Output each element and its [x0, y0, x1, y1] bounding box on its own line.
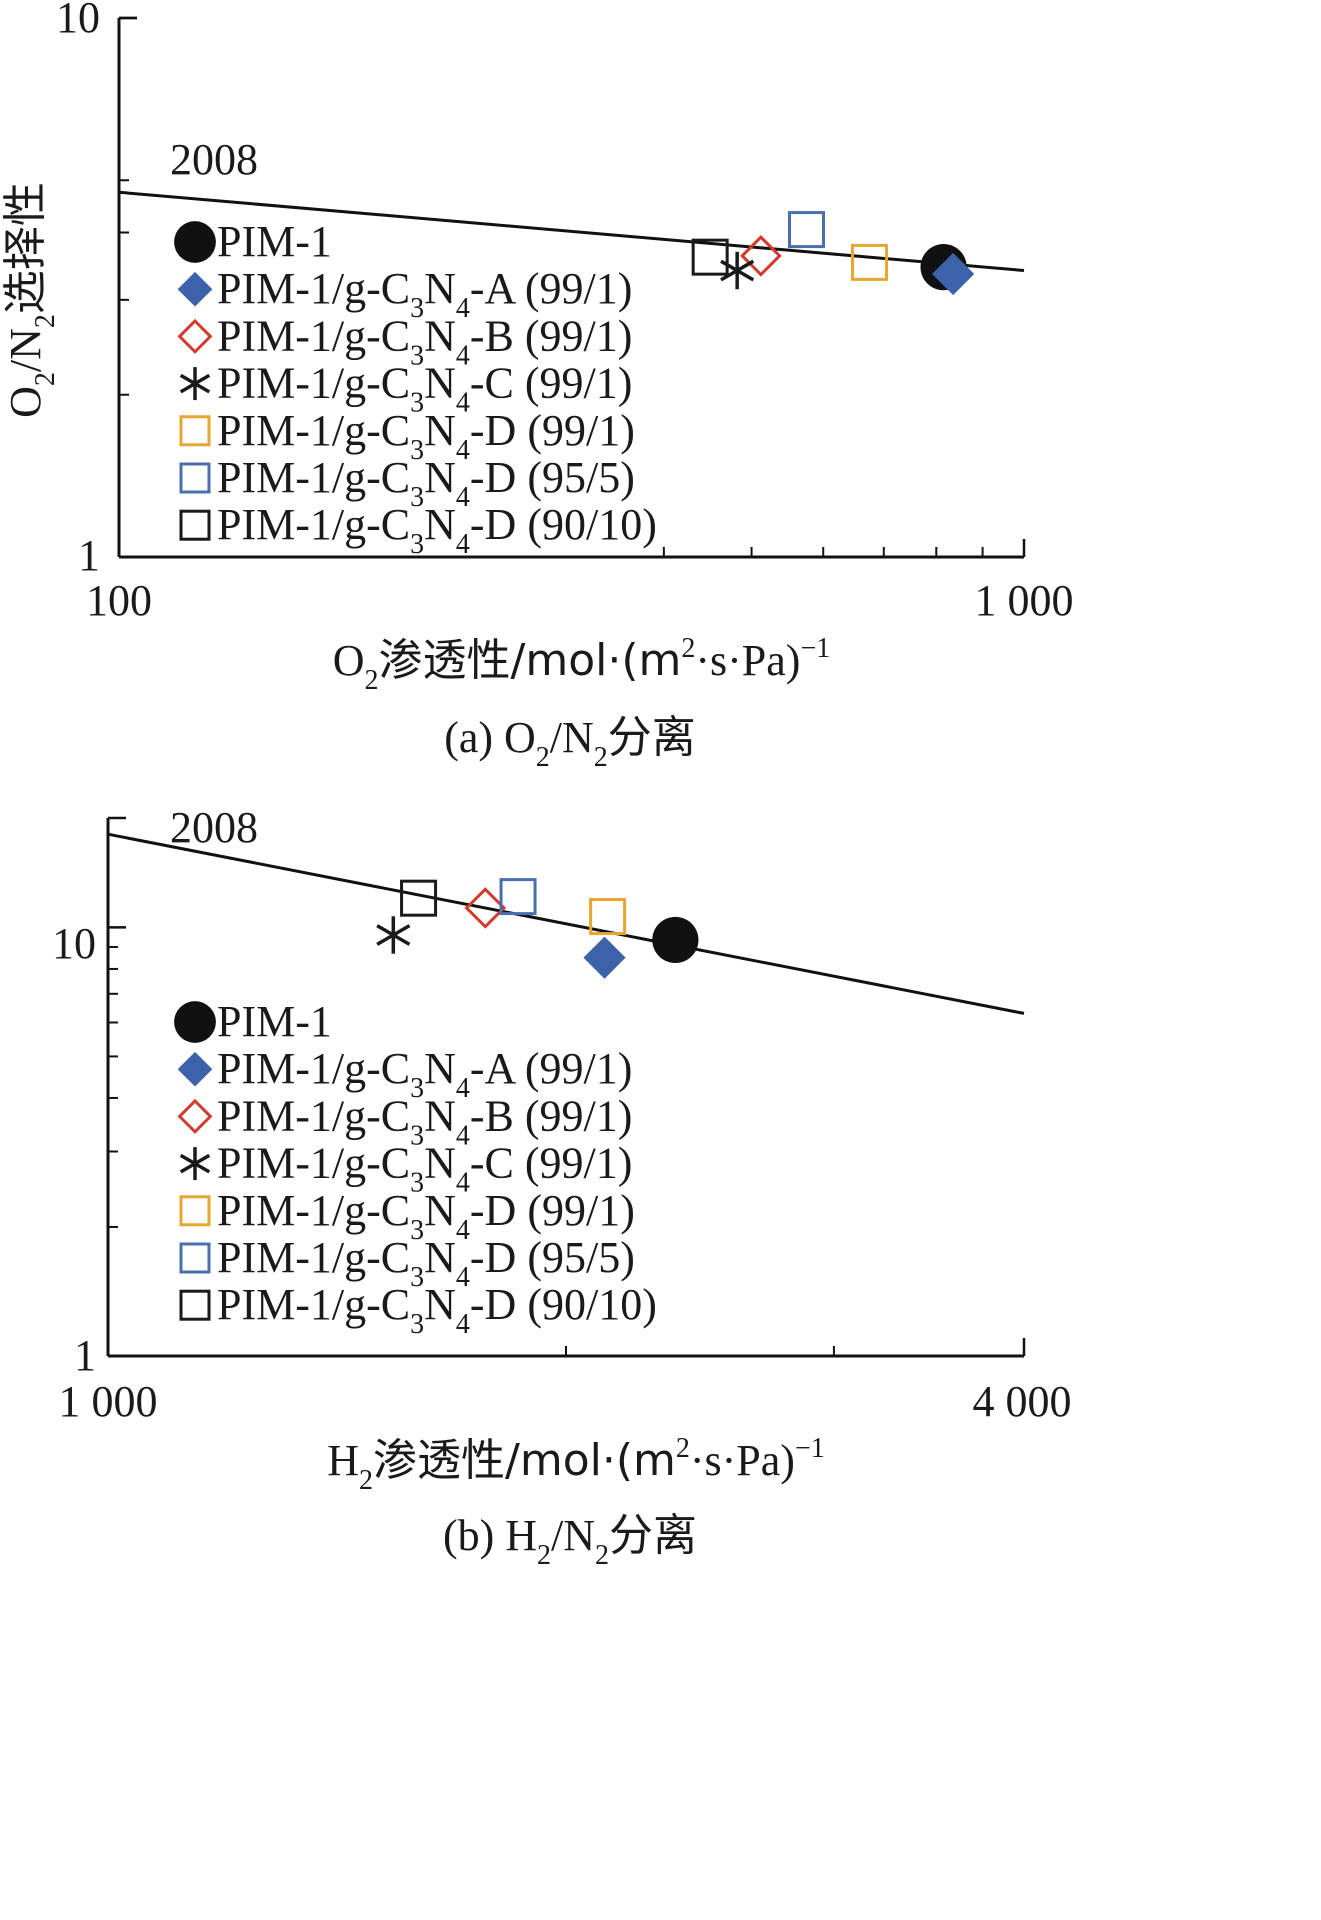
data-point-pim1 — [652, 916, 699, 964]
legend-label-b: PIM-1/g-C3N4-B (99/1) — [217, 1091, 632, 1151]
legend-marker-pim1 — [174, 221, 216, 263]
legend-marker-b — [177, 1098, 213, 1134]
legend-label-pim1: PIM-1 — [217, 997, 332, 1046]
data-point-c — [376, 916, 411, 954]
legend-label-b: PIM-1/g-C3N4-B (99/1) — [217, 311, 632, 371]
data-point-d9010 — [691, 238, 729, 276]
data-point-d991 — [851, 243, 889, 281]
y-tick-label: 1 — [78, 531, 100, 580]
x-tick-label: 1 000 — [975, 576, 1074, 625]
legend-label-d991: PIM-1/g-C3N4-D (99/1) — [217, 1186, 635, 1246]
robeson-upper-bound-line — [107, 832, 1025, 1015]
data-point-d9010 — [400, 879, 438, 917]
legend-marker-d955 — [179, 462, 211, 494]
legend-marker-d955 — [179, 1242, 211, 1274]
y-axis-title: O2/N2选择性 — [0, 182, 61, 418]
data-point-a — [932, 252, 975, 296]
legend-marker-a — [177, 1051, 213, 1087]
legend-marker-c — [179, 1147, 211, 1181]
legend-label-d955: PIM-1/g-C3N4-D (95/5) — [217, 1233, 635, 1293]
upper-bound-year-label: 2008 — [170, 135, 258, 184]
data-point-d955 — [499, 878, 537, 916]
x-tick-label: 4 000 — [973, 1377, 1072, 1426]
y-tick-label: 10 — [52, 919, 96, 968]
legend-label-a: PIM-1/g-C3N4-A (99/1) — [217, 1044, 632, 1104]
robeson-upper-bound-line — [118, 190, 1025, 273]
legend-label-pim1: PIM-1 — [217, 217, 332, 266]
x-axis-title: O2渗透性/mol·(m2·s·Pa)−1 — [333, 633, 831, 696]
upper-bound-year-label: 2008 — [170, 803, 258, 852]
x-axis-title: H2渗透性/mol·(m2·s·Pa)−1 — [327, 1433, 825, 1496]
legend-label-d9010: PIM-1/g-C3N4-D (90/10) — [217, 500, 657, 560]
x-tick-label: 1 000 — [59, 1377, 158, 1426]
legend-marker-b — [177, 318, 213, 354]
panel-caption: (a) O2/N2分离 — [444, 712, 696, 773]
data-point-d955 — [787, 211, 825, 249]
legend-marker-d9010 — [179, 509, 211, 541]
data-point-a — [583, 936, 626, 979]
legend-marker-pim1 — [174, 1001, 216, 1043]
data-point-b — [740, 235, 782, 277]
data-point-b — [464, 887, 507, 929]
legend-label-d955: PIM-1/g-C3N4-D (95/5) — [217, 453, 635, 513]
x-tick-label: 100 — [86, 576, 152, 625]
legend-marker-d991 — [179, 1195, 211, 1227]
data-point-d991 — [589, 898, 627, 936]
legend-marker-c — [179, 367, 211, 401]
legend-label-d991: PIM-1/g-C3N4-D (99/1) — [217, 406, 635, 466]
legend-marker-a — [177, 271, 213, 307]
legend-label-a: PIM-1/g-C3N4-A (99/1) — [217, 264, 632, 324]
legend-marker-d9010 — [179, 1289, 211, 1321]
legend-marker-d991 — [179, 415, 211, 447]
legend-label-c: PIM-1/g-C3N4-C (99/1) — [217, 1139, 632, 1199]
y-tick-label: 1 — [74, 1331, 96, 1380]
legend-label-d9010: PIM-1/g-C3N4-D (90/10) — [217, 1280, 657, 1340]
y-tick-label: 10 — [56, 0, 100, 42]
legend-label-c: PIM-1/g-C3N4-C (99/1) — [217, 359, 632, 419]
panel-caption: (b) H2/N2分离 — [443, 1510, 697, 1571]
